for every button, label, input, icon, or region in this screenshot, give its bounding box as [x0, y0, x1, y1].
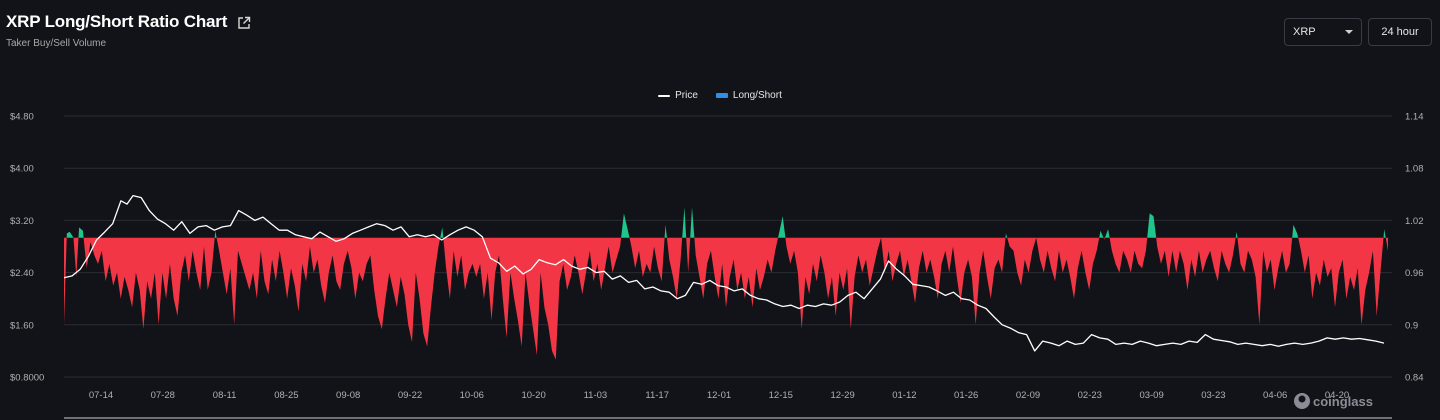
y-left-tick-label: $0.8000 [10, 373, 44, 384]
x-tick-label: 12-29 [830, 390, 854, 401]
y-right-tick-label: 0.84 [1405, 373, 1424, 384]
legend-swatch-price [658, 94, 671, 97]
y-right-tick-label: 1.14 [1405, 112, 1424, 123]
x-tick-label: 12-01 [707, 390, 731, 401]
legend-label-price: Price [675, 90, 698, 101]
x-tick-label: 12-15 [769, 390, 793, 401]
y-right-tick-label: 1.08 [1405, 164, 1424, 175]
x-tick-label: 09-22 [398, 390, 422, 401]
y-left-tick-label: $4.80 [10, 112, 34, 123]
chart-controls: XRP 24 hour [1284, 18, 1432, 46]
coin-select[interactable]: XRP [1284, 18, 1362, 46]
x-tick-label: 02-09 [1016, 390, 1040, 401]
x-tick-label: 10-06 [460, 390, 484, 401]
x-tick-label: 01-12 [892, 390, 916, 401]
long-short-area-positive [64, 207, 1388, 238]
x-tick-label: 08-25 [274, 390, 298, 401]
y-right-tick-label: 0.96 [1405, 268, 1424, 279]
coinglass-watermark: coinglass [1294, 393, 1373, 409]
long-short-area-negative [64, 237, 1388, 360]
chart-legend: Price Long/Short [0, 90, 1440, 101]
coinglass-logo-inner [1298, 395, 1306, 403]
timeframe-select[interactable]: 24 hour [1368, 18, 1432, 46]
x-tick-label: 11-17 [645, 390, 669, 401]
x-tick-label: 07-14 [89, 390, 113, 401]
y-right-tick-label: 0.9 [1405, 320, 1418, 331]
x-tick-label: 11-03 [584, 390, 608, 401]
x-tick-label: 03-23 [1201, 390, 1225, 401]
x-tick-label: 03-09 [1139, 390, 1163, 401]
x-tick-label: 04-20 [1325, 390, 1349, 401]
y-right-tick-label: 1.02 [1405, 216, 1424, 227]
y-left-tick-label: $1.60 [10, 320, 34, 331]
x-tick-label: 08-11 [213, 390, 237, 401]
page-title: XRP Long/Short Ratio Chart [6, 12, 228, 31]
watermark-text: coinglass [1313, 394, 1373, 409]
y-left-tick-label: $4.00 [10, 164, 34, 175]
legend-swatch-long-short [715, 93, 728, 98]
y-left-tick-label: $2.40 [10, 268, 34, 279]
x-tick-label: 02-23 [1078, 390, 1102, 401]
price-line [63, 194, 1385, 352]
chart-header: XRP Long/Short Ratio Chart Taker Buy/Sel… [6, 12, 251, 49]
chevron-down-icon [1345, 30, 1353, 34]
chart-subtitle: Taker Buy/Sell Volume [6, 38, 107, 49]
timeframe-select-value: 24 hour [1381, 26, 1419, 38]
legend-item-price[interactable]: Price [658, 90, 698, 101]
x-tick-label: 10-20 [521, 390, 545, 401]
external-link-icon[interactable] [237, 16, 251, 30]
coin-select-value: XRP [1293, 26, 1316, 38]
x-tick-label: 07-28 [151, 390, 175, 401]
x-tick-label: 04-06 [1263, 390, 1287, 401]
legend-label-long-short: Long/Short [732, 90, 782, 101]
y-left-tick-label: $3.20 [10, 216, 34, 227]
legend-item-long-short[interactable]: Long/Short [715, 90, 782, 101]
x-tick-label: 01-26 [954, 390, 978, 401]
x-tick-label: 09-08 [336, 390, 360, 401]
title-row: XRP Long/Short Ratio Chart [6, 12, 251, 32]
